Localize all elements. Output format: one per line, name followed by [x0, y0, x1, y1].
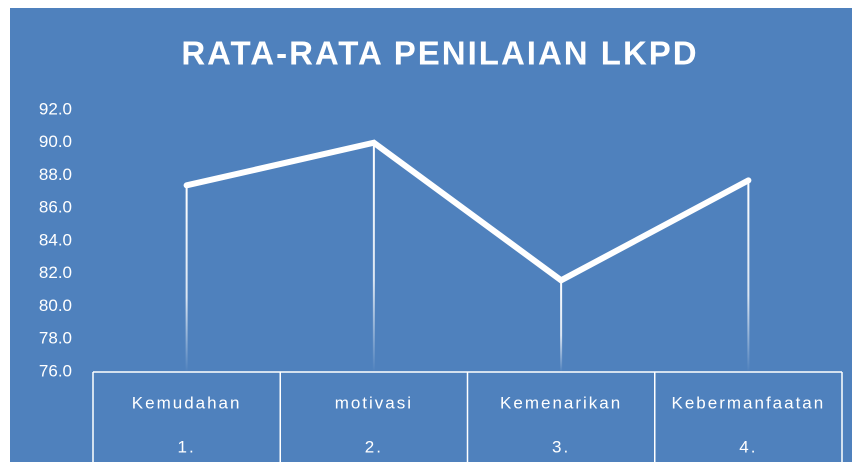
chart-title: RATA-RATA PENILAIAN LKPD [181, 35, 698, 72]
x-tick-number: 1. [178, 437, 196, 456]
x-tick-label: Kemudahan [132, 393, 242, 412]
drop-line [185, 185, 188, 372]
x-tick-label: Kebermanfaatan [672, 393, 826, 412]
drop-line [560, 280, 563, 372]
y-tick-label: 86.0 [39, 198, 72, 217]
y-tick-label: 82.0 [39, 263, 72, 282]
series-line [183, 139, 752, 284]
x-tick-number: 2. [365, 437, 383, 456]
x-tick-number: 3. [552, 437, 570, 456]
y-tick-label: 84.0 [39, 230, 72, 249]
y-tick-label: 76.0 [39, 361, 72, 380]
drop-line [747, 180, 750, 372]
y-tick-label: 80.0 [39, 296, 72, 315]
chart-background [10, 8, 852, 462]
x-tick-label: Kemenarikan [500, 393, 622, 412]
x-tick-number: 4. [739, 437, 757, 456]
y-tick-label: 78.0 [39, 329, 72, 348]
x-tick-label: motivasi [335, 393, 413, 412]
y-tick-label: 88.0 [39, 165, 72, 184]
drop-line [372, 142, 375, 372]
y-tick-label: 90.0 [39, 132, 72, 151]
y-tick-label: 92.0 [39, 99, 72, 118]
